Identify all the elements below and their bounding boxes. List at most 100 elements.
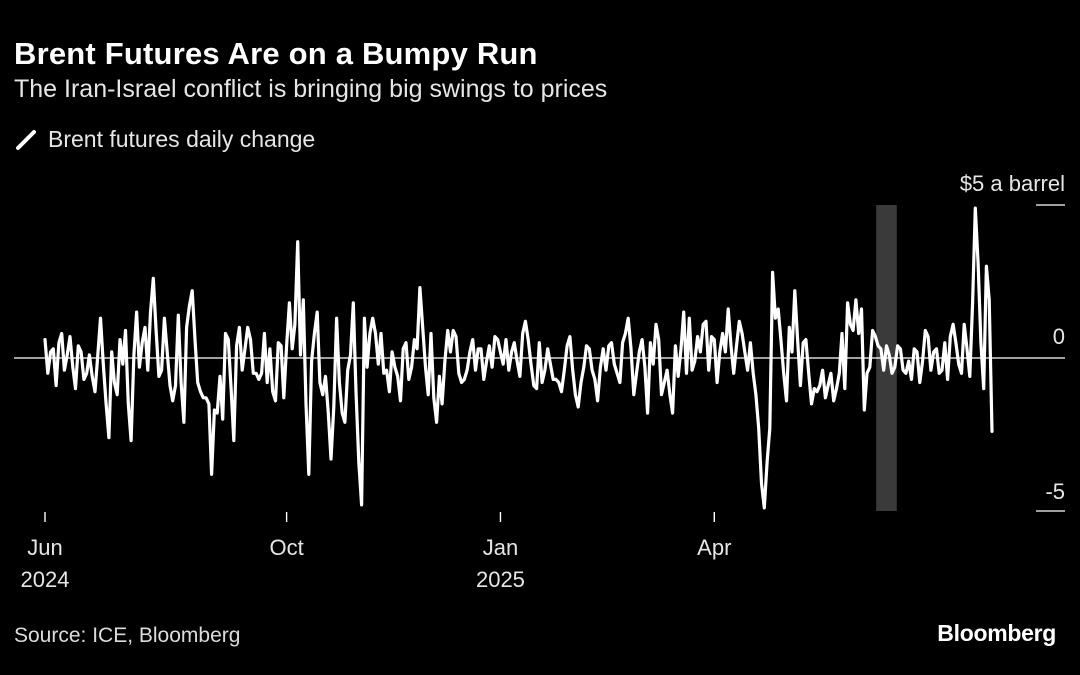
data-point (194, 338, 196, 341)
data-point (816, 390, 818, 393)
data-point (721, 332, 724, 335)
data-point (888, 354, 890, 356)
data-point (963, 323, 965, 326)
data-point (621, 341, 624, 344)
y-tick-label: $5 a barrel (960, 171, 1065, 196)
data-point (677, 375, 679, 378)
data-point (805, 338, 807, 341)
data-point (585, 345, 588, 347)
data-point (141, 341, 143, 344)
data-point (494, 335, 496, 338)
data-point (355, 390, 357, 393)
data-point (846, 302, 849, 304)
data-point (169, 384, 171, 387)
data-point (410, 366, 413, 369)
data-point (583, 366, 585, 369)
data-point (99, 317, 102, 320)
data-point (85, 372, 88, 375)
data-point (55, 384, 57, 387)
data-point (669, 393, 671, 396)
bloomberg-logo: Bloomberg (937, 620, 1056, 646)
x-tick-label-month: Oct (269, 535, 303, 560)
data-point (444, 360, 446, 362)
data-point (866, 372, 868, 375)
data-point (982, 387, 985, 390)
data-point (594, 378, 596, 381)
data-point (227, 338, 230, 341)
data-point (705, 320, 707, 323)
data-point (991, 430, 993, 433)
data-point (66, 354, 68, 356)
x-tick-label-month: Apr (697, 535, 731, 560)
data-point (380, 332, 382, 335)
data-point (385, 369, 388, 372)
data-point (394, 366, 396, 369)
data-point (785, 400, 788, 402)
data-point (744, 351, 746, 353)
data-point (649, 341, 652, 344)
data-point (924, 329, 927, 332)
data-point (969, 375, 971, 378)
data-point (446, 329, 449, 332)
data-point (477, 348, 480, 350)
data-point (663, 381, 666, 384)
data-point (283, 397, 285, 399)
data-point (630, 348, 632, 350)
data-point (216, 412, 218, 414)
data-point (496, 338, 499, 341)
data-point (399, 400, 402, 402)
data-point (752, 372, 754, 375)
data-point (952, 323, 954, 326)
data-point (177, 314, 180, 317)
data-point (946, 378, 949, 381)
data-point (69, 335, 71, 338)
data-point (552, 378, 554, 381)
data-point (113, 381, 116, 384)
data-point (260, 372, 263, 375)
data-point (624, 332, 627, 335)
data-point (266, 381, 269, 384)
data-point (608, 345, 610, 347)
data-point (341, 412, 344, 414)
data-point (591, 369, 593, 372)
data-point (541, 381, 543, 384)
data-point (613, 363, 616, 365)
data-point (627, 317, 629, 320)
data-point (580, 381, 582, 384)
data-point (349, 354, 352, 356)
data-point (305, 403, 307, 405)
data-point (674, 345, 677, 347)
data-point (874, 335, 877, 338)
data-point (208, 403, 210, 405)
data-point (458, 372, 460, 375)
data-point (710, 335, 713, 338)
data-point (160, 369, 163, 372)
data-point (452, 329, 455, 332)
data-point (713, 338, 716, 341)
data-point (308, 473, 310, 476)
data-point (938, 372, 940, 375)
data-point (346, 369, 349, 372)
legend: Brent futures daily change (14, 126, 315, 153)
data-point (463, 378, 466, 381)
x-tick-label-year: 2025 (476, 567, 525, 592)
data-point (274, 400, 277, 402)
legend-label: Brent futures daily change (48, 126, 316, 152)
data-point (685, 372, 688, 375)
data-point (916, 351, 918, 353)
data-point (682, 311, 685, 313)
data-point (396, 375, 399, 378)
data-point (471, 338, 474, 341)
data-point (919, 381, 921, 384)
data-point (930, 369, 932, 372)
data-point (910, 378, 913, 381)
data-point (374, 332, 377, 335)
data-point (807, 372, 810, 375)
data-point (280, 345, 282, 347)
data-point (857, 332, 860, 335)
data-point (460, 381, 463, 384)
data-point (130, 439, 132, 442)
data-point (360, 504, 363, 506)
data-point (549, 363, 552, 365)
